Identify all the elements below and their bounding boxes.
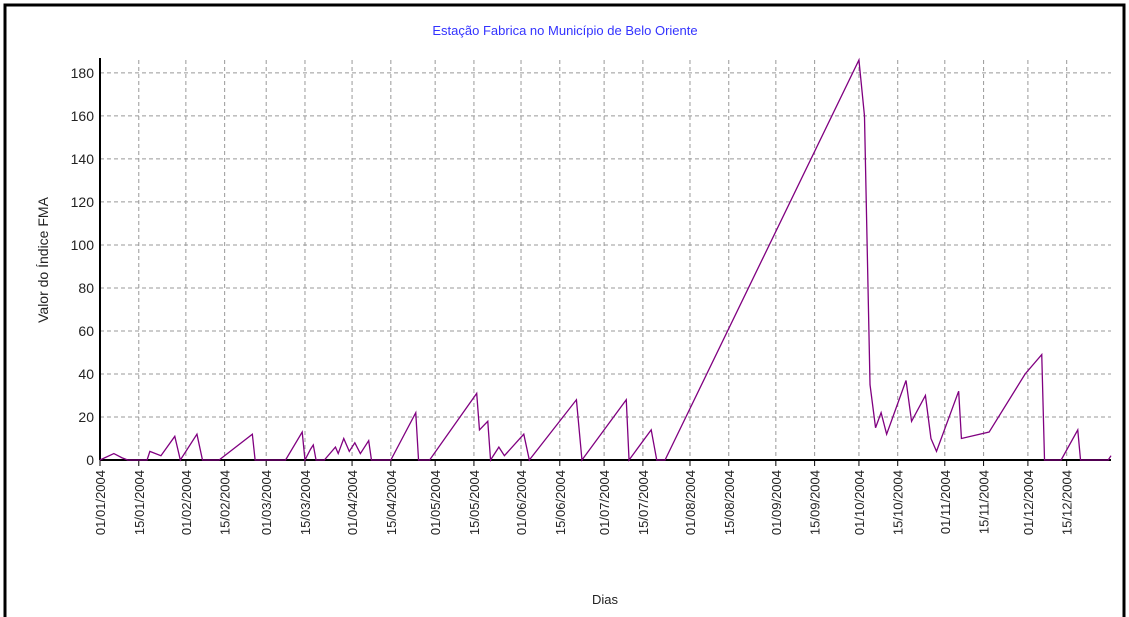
x-tick-label: 15/11/2004 (977, 470, 992, 534)
x-tick-label: 01/09/2004 (769, 470, 784, 535)
x-tick-label: 15/03/2004 (298, 470, 313, 535)
x-tick-label: 15/12/2004 (1060, 470, 1075, 535)
x-tick-label: 01/11/2004 (938, 470, 953, 534)
data-line (99, 57, 1112, 463)
frame (3, 3, 1126, 617)
x-tick-label: 15/05/2004 (467, 470, 482, 535)
y-tick-label: 80 (78, 280, 94, 296)
chart-title: Estação Fabrica no Município de Belo Ori… (432, 23, 697, 38)
y-tick-label: 40 (78, 366, 94, 382)
x-tick-label: 01/05/2004 (428, 470, 443, 535)
x-tick-label: 01/06/2004 (514, 470, 529, 535)
y-tick-label: 140 (71, 151, 95, 167)
x-tick-label: 01/08/2004 (683, 470, 698, 535)
y-tick-label: 160 (71, 108, 95, 124)
y-tick-label: 100 (71, 237, 95, 253)
x-tick-label: 01/04/2004 (345, 470, 360, 535)
y-tick-label: 60 (78, 323, 94, 339)
x-tick-label: 15/07/2004 (636, 470, 651, 535)
x-tick-label: 01/02/2004 (179, 470, 194, 535)
y-tick-label: 20 (78, 409, 94, 425)
x-tick-label: 15/10/2004 (891, 470, 906, 535)
y-tick-label: 0 (86, 452, 94, 468)
x-tick-label: 15/09/2004 (808, 470, 823, 535)
x-tick-label: 15/04/2004 (384, 470, 399, 535)
x-tick-label: 01/01/2004 (93, 470, 108, 535)
x-tick-label: 01/07/2004 (597, 470, 612, 535)
x-axis-label: Dias (592, 592, 619, 607)
x-tick-label: 01/03/2004 (259, 470, 274, 535)
x-tick-label: 15/08/2004 (722, 470, 737, 535)
x-tick-label: 01/12/2004 (1021, 470, 1036, 535)
x-tick-label: 15/06/2004 (553, 470, 568, 535)
x-tick-label: 15/01/2004 (132, 470, 147, 535)
x-tick-label: 15/02/2004 (218, 470, 233, 535)
y-tick-label: 120 (71, 194, 95, 210)
x-tick-label: 01/10/2004 (852, 470, 867, 535)
y-tick-label: 180 (71, 65, 95, 81)
y-axis-label: Valor do Índice FMA (35, 196, 51, 322)
